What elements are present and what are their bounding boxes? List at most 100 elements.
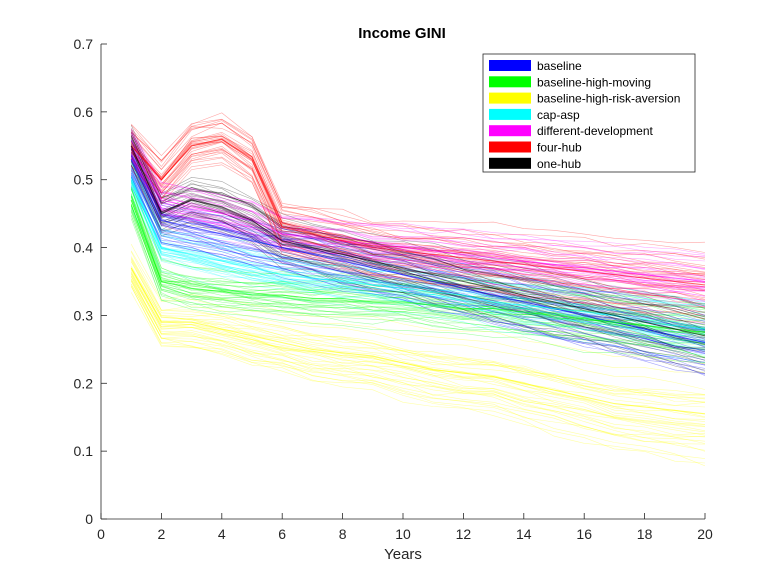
run-line-baseline-high-risk-aversion [130,272,705,425]
run-line-baseline-high-moving [130,218,705,363]
run-line-baseline-high-risk-aversion [130,285,705,444]
run-line-different-development [130,141,705,284]
run-line-one-hub [130,164,705,371]
run-line-cap-asp [130,160,705,304]
run-line-four-hub [130,141,705,299]
run-line-different-development [130,140,705,279]
run-line-four-hub [130,126,705,273]
run-line-cap-asp [130,174,705,316]
run-line-cap-asp [130,189,705,356]
legend-label-four-hub: four-hub [537,141,582,155]
run-line-baseline-high-risk-aversion [130,276,705,438]
run-line-one-hub [130,146,705,338]
run-line-baseline-high-moving [130,197,705,322]
run-line-baseline-high-moving [130,214,705,358]
x-tick-label: 0 [97,526,105,542]
run-line-baseline-high-risk-aversion [130,275,705,436]
run-line-baseline-high-moving [130,203,705,344]
run-line-one-hub [130,135,705,318]
run-line-baseline-high-risk-aversion [130,281,705,452]
run-line-one-hub [130,132,705,314]
legend-swatch-baseline-high-moving [489,76,531,88]
run-line-baseline [130,166,705,351]
run-line-four-hub [130,141,705,288]
run-line-baseline [130,169,705,375]
run-line-four-hub [130,149,705,296]
run-line-different-development [130,154,705,297]
run-line-baseline [130,139,705,316]
run-line-one-hub [130,160,705,361]
run-line-baseline [130,158,705,352]
run-line-baseline [130,170,705,354]
run-line-baseline-high-moving [130,194,705,333]
y-tick-label: 0.4 [74,240,94,256]
run-line-one-hub [130,140,705,332]
run-line-baseline-high-risk-aversion [130,256,705,400]
run-line-baseline [130,152,705,331]
run-line-different-development [130,135,705,270]
run-line-baseline-high-risk-aversion [130,244,705,365]
y-tick-label: 0 [85,511,93,527]
run-line-four-hub [130,156,705,313]
run-line-four-hub [130,137,705,277]
run-line-four-hub [130,135,705,291]
run-line-cap-asp [130,177,705,339]
run-line-baseline [130,154,705,331]
run-line-one-hub [130,161,705,351]
run-line-baseline [130,152,705,338]
run-line-one-hub [130,131,705,319]
run-line-baseline [130,172,705,366]
run-line-one-hub [130,137,705,329]
run-line-one-hub [130,134,705,317]
legend: baseline baseline-high-moving baseline-hig… [482,53,696,173]
run-line-cap-asp [130,180,705,336]
run-line-baseline-high-moving [130,189,705,309]
x-tick-label: 4 [218,526,226,542]
run-line-baseline [130,145,705,322]
legend-label-baseline: baseline [537,59,582,73]
y-tick-label: 0.1 [74,443,94,459]
legend-swatch-one-hub [489,157,531,169]
run-line-cap-asp [130,184,705,341]
x-tick-label: 6 [278,526,286,542]
run-line-different-development [130,135,705,270]
plot-area [130,112,705,467]
legend-label-baseline-high-moving: baseline-high-moving [537,75,651,89]
run-line-baseline-high-moving [130,215,705,359]
run-line-baseline [130,155,705,345]
run-line-different-development [130,155,705,289]
legend-label-one-hub: one-hub [537,157,581,171]
x-axis-label: Years [384,546,422,563]
run-line-cap-asp [130,195,705,344]
axes: 0 2 4 6 8 10 12 14 16 18 20 0 0.1 0.2 0.3 0.4 0.5 0.6 0.7 [74,36,713,542]
run-line-different-development [130,130,705,256]
x-tick-label: 8 [339,526,347,542]
run-line-one-hub [130,135,705,320]
run-line-one-hub [130,145,705,345]
run-line-four-hub [130,157,705,323]
run-line-cap-asp [130,175,705,333]
run-line-baseline-high-risk-aversion [130,272,705,420]
run-line-one-hub [130,138,705,328]
run-line-four-hub [130,120,705,258]
x-tick-label: 14 [516,526,532,542]
run-line-baseline-high-risk-aversion [130,269,705,422]
run-line-baseline-high-risk-aversion [130,286,705,459]
run-line-different-development [130,138,705,277]
legend-swatch-different-development [489,125,531,137]
run-line-four-hub [130,119,705,260]
run-line-four-hub [130,131,705,277]
chart-title: Income GINI [358,25,446,42]
run-line-different-development [130,172,705,324]
run-line-one-hub [130,148,705,340]
run-line-different-development [130,158,705,307]
run-line-baseline-high-moving [130,203,705,350]
run-line-baseline [130,150,705,328]
run-line-one-hub [130,134,705,325]
run-line-one-hub [130,164,705,364]
x-tick-label: 18 [637,526,653,542]
run-line-baseline-high-risk-aversion [130,257,705,390]
run-line-baseline-high-moving [130,187,705,317]
legend-label-cap-asp: cap-asp [537,108,580,122]
run-line-one-hub [130,124,705,309]
